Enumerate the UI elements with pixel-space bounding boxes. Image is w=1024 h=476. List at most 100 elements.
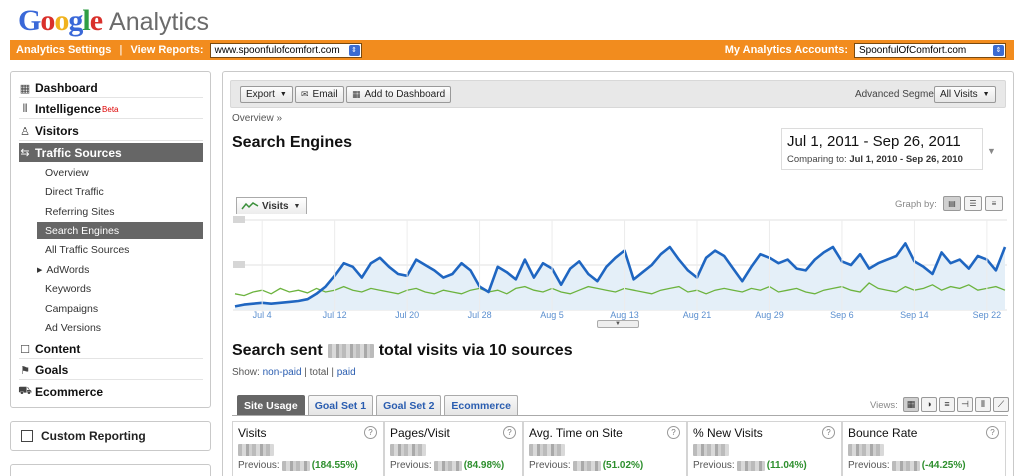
view-pivot-button[interactable]: ⦀ xyxy=(975,397,991,412)
nav-traffic-sources[interactable]: ⇆ Traffic Sources xyxy=(19,143,203,162)
x-tick-label: Jul 20 xyxy=(395,310,419,320)
nav-intelligence[interactable]: ⫴ Intelligence Beta xyxy=(19,100,203,119)
x-tick-label: Aug 5 xyxy=(540,310,564,320)
sidebar-item-overview[interactable]: Overview xyxy=(45,166,89,179)
date-range-picker[interactable]: Jul 1, 2011 - Sep 26, 2011 Comparing to:… xyxy=(781,128,983,170)
sidebar-item-search-engines[interactable]: Search Engines xyxy=(37,222,203,239)
metric-change: (51.02%) xyxy=(602,460,644,471)
view-table-button[interactable]: ▦ xyxy=(903,397,919,412)
segments-select[interactable]: All Visits ▼ xyxy=(934,86,996,103)
graph-by-week-button[interactable]: ☰ xyxy=(964,196,982,211)
x-tick-label: Jul 4 xyxy=(253,310,272,320)
google-analytics-logo[interactable]: Google Analytics xyxy=(18,4,209,40)
view-pie-button[interactable]: ◑ xyxy=(921,397,937,412)
chart-resize-handle[interactable]: ▼ xyxy=(597,320,639,328)
logo-analytics-wordmark: Analytics xyxy=(109,8,210,36)
metric-previous: Previous: (51.02%) xyxy=(529,460,643,471)
metric-name: Bounce Rate xyxy=(848,426,918,440)
previous-label: Previous: xyxy=(693,460,735,471)
email-button[interactable]: ✉ Email xyxy=(295,86,344,103)
report-headline: Search sent total visits via 10 sources xyxy=(232,342,573,360)
view-comparison-button[interactable]: ⊣ xyxy=(957,397,973,412)
tab-divider xyxy=(232,415,1008,416)
sidebar-item-direct-traffic[interactable]: Direct Traffic xyxy=(45,185,104,198)
metric-previous: Previous: (-44.25%) xyxy=(848,460,966,471)
metric-name: Avg. Time on Site xyxy=(529,426,623,440)
date-dropdown-icon[interactable]: ▼ xyxy=(987,146,996,156)
accounts-select[interactable]: SpoonfulOfComfort.com ⇕ xyxy=(854,42,1006,58)
nav-content[interactable]: ☐ Content xyxy=(19,340,203,359)
sidebar-item-keywords[interactable]: Keywords xyxy=(45,282,92,295)
tab-goal-set-1[interactable]: Goal Set 1 xyxy=(307,395,374,416)
redacted-previous xyxy=(891,460,920,471)
nav-ecommerce[interactable]: ⛟ Ecommerce xyxy=(18,382,203,401)
tab-ecommerce[interactable]: Ecommerce xyxy=(444,395,518,416)
redacted-value xyxy=(848,444,884,456)
nav-visitors[interactable]: ♙ Visitors xyxy=(19,122,203,141)
sidebar-item-campaigns[interactable]: Campaigns xyxy=(45,302,99,315)
redacted-value xyxy=(529,444,565,456)
sidebar-item-adwords[interactable]: ▶ AdWords xyxy=(37,261,203,278)
graph-metric-label: Visits xyxy=(262,200,289,212)
graph-by-day-button[interactable]: ▤ xyxy=(943,196,961,211)
graph-by-month-button[interactable]: ≡ xyxy=(985,196,1003,211)
flag-icon: ⚑ xyxy=(20,364,30,377)
metric-previous: Previous: (84.98%) xyxy=(390,460,504,471)
sidebar-item-ad-versions[interactable]: Ad Versions xyxy=(45,321,102,334)
redacted-previous xyxy=(281,460,310,471)
top-nav-bar: Analytics Settings | View Reports: www.s… xyxy=(10,40,1014,60)
show-paid-link[interactable]: paid xyxy=(336,367,356,378)
nav-separator: | xyxy=(119,44,123,56)
metric-visits: Visits ? Previous: (184.55%) xyxy=(232,421,384,476)
nav-visitors-label: Visitors xyxy=(35,124,79,138)
nav-goals-label: Goals xyxy=(35,363,69,377)
date-range: Jul 1, 2011 - Sep 26, 2011 xyxy=(787,133,961,150)
x-tick-label: Sep 22 xyxy=(973,310,1002,320)
help-icon[interactable]: ? xyxy=(667,426,680,439)
view-bar-button[interactable]: ≡ xyxy=(939,397,955,412)
logo-letter: g xyxy=(68,4,83,37)
select-arrows-icon: ⇕ xyxy=(348,44,360,56)
add-to-dashboard-button[interactable]: ▦ Add to Dashboard xyxy=(346,86,452,103)
sidebar-item-referring-sites[interactable]: Referring Sites xyxy=(45,205,115,218)
sidebar: ▦ Dashboard ⫴ Intelligence Beta ♙ Visito… xyxy=(10,71,211,408)
tab-site-usage[interactable]: Site Usage xyxy=(237,395,305,416)
view-reports-label: View Reports: xyxy=(130,44,204,56)
page-icon: ☐ xyxy=(20,343,30,356)
nav-dashboard-label: Dashboard xyxy=(35,81,98,95)
nav-dashboard[interactable]: ▦ Dashboard xyxy=(19,79,203,98)
analytics-settings-link[interactable]: Analytics Settings xyxy=(16,44,112,56)
tab-goal-set-2[interactable]: Goal Set 2 xyxy=(376,395,442,416)
metric-change: (84.98%) xyxy=(463,460,505,471)
export-button[interactable]: Export ▼ xyxy=(240,86,293,103)
help-icon[interactable]: ? xyxy=(822,426,835,439)
metric-new-visits: % New Visits ? Previous: (11.04%) xyxy=(687,421,842,476)
envelope-icon: ✉ xyxy=(301,89,309,99)
graph-metric-select[interactable]: Visits ▼ xyxy=(236,197,308,214)
sidebar-item-all-traffic-sources[interactable]: All Traffic Sources xyxy=(45,243,130,256)
series-line-previous xyxy=(234,282,1006,297)
metric-change: (184.55%) xyxy=(311,460,358,471)
previous-label: Previous: xyxy=(238,460,280,471)
metric-name: % New Visits xyxy=(693,426,763,440)
x-tick-label: Jul 12 xyxy=(323,310,347,320)
view-line-button[interactable]: ⟋ xyxy=(993,397,1009,412)
custom-reporting-link[interactable]: Custom Reporting xyxy=(10,421,211,451)
metric-pages-visit: Pages/Visit ? Previous: (84.98%) xyxy=(384,421,523,476)
breadcrumb[interactable]: Overview » xyxy=(232,113,283,124)
redacted-y-label xyxy=(233,216,245,223)
help-icon[interactable]: ? xyxy=(364,426,377,439)
redacted-previous xyxy=(572,460,601,471)
visits-line-chart[interactable]: Jul 4 Jul 12 Jul 20 Jul 28 Aug 5 Aug 13 Aug 21… xyxy=(233,214,1007,322)
logo-google-wordmark: Google xyxy=(18,4,103,38)
expand-triangle-icon[interactable]: ▶ xyxy=(37,266,43,274)
view-reports-select[interactable]: www.spoonfulofcomfort.com ⇕ xyxy=(209,42,362,58)
redacted-value xyxy=(238,444,274,456)
previous-label: Previous: xyxy=(848,460,890,471)
help-icon[interactable]: ? xyxy=(503,426,516,439)
show-nonpaid-link[interactable]: non-paid xyxy=(262,367,302,378)
help-icon[interactable]: ? xyxy=(986,426,999,439)
logo-letter: o xyxy=(40,4,55,37)
nav-goals[interactable]: ⚑ Goals xyxy=(19,361,203,380)
line-chart-icon xyxy=(241,202,259,210)
